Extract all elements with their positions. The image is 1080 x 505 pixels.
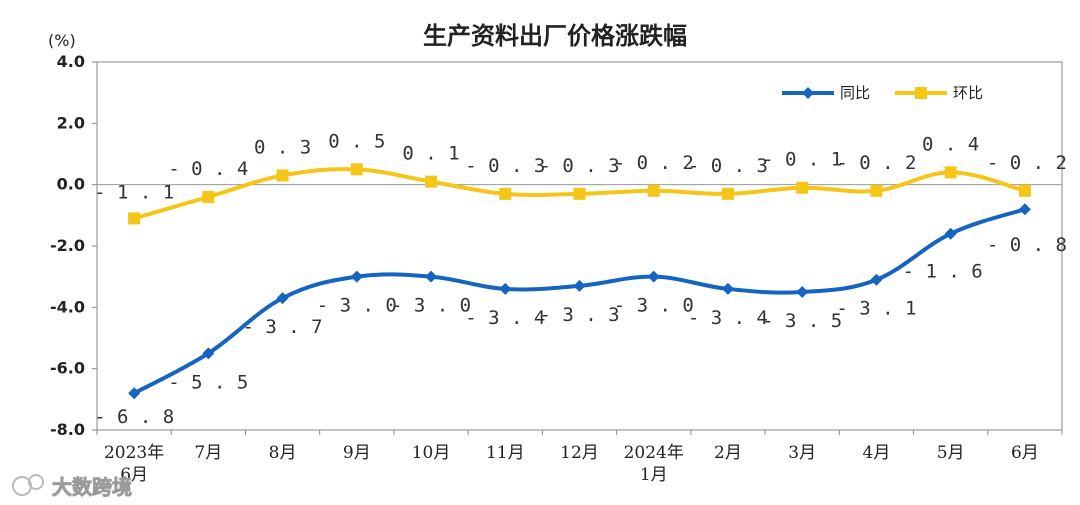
data-point bbox=[499, 187, 512, 200]
x-tick-label: 11月 bbox=[486, 443, 525, 463]
data-point bbox=[276, 292, 289, 305]
data-label: 0 . 5 bbox=[328, 130, 385, 152]
data-label: - 3 . 1 bbox=[836, 298, 916, 320]
data-label: - 0 . 2 bbox=[987, 152, 1067, 174]
data-label: 0 . 4 bbox=[922, 133, 979, 155]
data-label: - 3 . 3 bbox=[539, 304, 619, 326]
data-label: - 0 . 1 bbox=[762, 149, 842, 171]
data-label: - 3 . 0 bbox=[614, 295, 694, 317]
data-point bbox=[573, 187, 586, 200]
x-tick-label: 7月 bbox=[194, 443, 222, 463]
y-axis-ticks: 4.0 2.0 0.0 -2.0 -4.0 -6.0 -8.0 bbox=[50, 52, 97, 439]
data-point bbox=[350, 163, 363, 176]
data-label: - 3 . 4 bbox=[688, 307, 768, 329]
data-point bbox=[1018, 203, 1031, 216]
watermark: 大数跨境 bbox=[12, 474, 132, 499]
data-label: - 6 . 8 bbox=[94, 406, 174, 428]
x-tick-label: 2023年 6月 bbox=[104, 443, 164, 485]
data-point bbox=[647, 270, 660, 283]
data-point bbox=[425, 270, 438, 283]
data-point bbox=[944, 166, 957, 179]
watermark-logo-icon bbox=[12, 474, 44, 496]
watermark-text: 大数跨境 bbox=[52, 475, 132, 499]
x-axis-ticks: 2023年 6月 7月 8月 9月 10月 11月 12月 2024年 1月 2月 3月 4月 5月 6月 bbox=[96, 430, 1063, 485]
data-point bbox=[944, 227, 957, 240]
data-label: - 0 . 2 bbox=[614, 152, 694, 174]
legend-label: 同比 bbox=[840, 84, 870, 102]
data-point bbox=[202, 347, 215, 360]
y-tick-label: 2.0 bbox=[57, 113, 85, 132]
x-tick-label: 4月 bbox=[863, 443, 891, 463]
x-tick-label: 2024年 1月 bbox=[624, 443, 684, 485]
data-label: - 0 . 2 bbox=[836, 152, 916, 174]
data-label: - 1 . 1 bbox=[94, 181, 174, 203]
data-point bbox=[721, 187, 734, 200]
data-label: - 0 . 4 bbox=[168, 158, 248, 180]
data-point bbox=[573, 279, 586, 292]
x-tick-label: 12月 bbox=[560, 443, 599, 463]
x-tick-label: 8月 bbox=[269, 443, 297, 463]
y-tick-label: 0.0 bbox=[57, 175, 85, 194]
data-point bbox=[128, 212, 141, 225]
data-label: - 0 . 3 bbox=[688, 155, 768, 177]
series-layer bbox=[128, 163, 1031, 400]
y-tick-label: -2.0 bbox=[50, 236, 85, 255]
data-label: - 3 . 4 bbox=[465, 307, 545, 329]
data-point bbox=[425, 175, 438, 188]
y-tick-label: 4.0 bbox=[57, 52, 85, 71]
data-label: - 0 . 3 bbox=[465, 155, 545, 177]
data-point bbox=[721, 282, 734, 295]
x-tick-label: 5月 bbox=[937, 443, 965, 463]
data-point bbox=[647, 184, 660, 197]
x-tick-label: 2月 bbox=[714, 443, 742, 463]
y-tick-label: -4.0 bbox=[50, 297, 85, 316]
data-point bbox=[350, 270, 363, 283]
data-label: - 1 . 6 bbox=[903, 261, 983, 283]
data-point bbox=[202, 190, 215, 203]
data-point bbox=[128, 387, 141, 400]
legend-marker bbox=[802, 87, 814, 99]
data-point bbox=[276, 169, 289, 182]
data-point bbox=[796, 181, 809, 194]
y-tick-label: -6.0 bbox=[50, 359, 85, 378]
chart-title: 生产资料出厂价格涨跌幅 bbox=[423, 22, 687, 50]
data-label: - 3 . 7 bbox=[243, 316, 323, 338]
data-label: - 3 . 0 bbox=[317, 295, 397, 317]
x-tick-label: 3月 bbox=[788, 443, 816, 463]
data-point bbox=[870, 184, 883, 197]
data-point bbox=[499, 282, 512, 295]
legend: 同比 环比 bbox=[782, 84, 983, 102]
x-tick-label: 10月 bbox=[412, 443, 451, 463]
y-axis-unit: (%) bbox=[48, 31, 76, 50]
data-label: - 0 . 8 bbox=[987, 234, 1067, 256]
data-point bbox=[870, 273, 883, 286]
data-label: - 3 . 5 bbox=[762, 310, 842, 332]
legend-marker bbox=[915, 87, 927, 99]
x-tick-label: 9月 bbox=[343, 443, 371, 463]
data-label: - 0 . 3 bbox=[539, 155, 619, 177]
data-labels: - 6 . 8- 5 . 5- 3 . 7- 3 . 0- 3 . 0- 3 .… bbox=[94, 130, 1067, 428]
data-label: - 5 . 5 bbox=[168, 371, 248, 393]
data-label: 0 . 1 bbox=[402, 143, 459, 165]
data-label: 0 . 3 bbox=[254, 136, 311, 158]
y-tick-label: -8.0 bbox=[50, 420, 85, 439]
x-tick-label: 6月 bbox=[1011, 443, 1039, 463]
legend-label: 环比 bbox=[953, 84, 983, 102]
data-point bbox=[1018, 184, 1031, 197]
data-point bbox=[796, 286, 809, 298]
data-label: - 3 . 0 bbox=[391, 295, 471, 317]
